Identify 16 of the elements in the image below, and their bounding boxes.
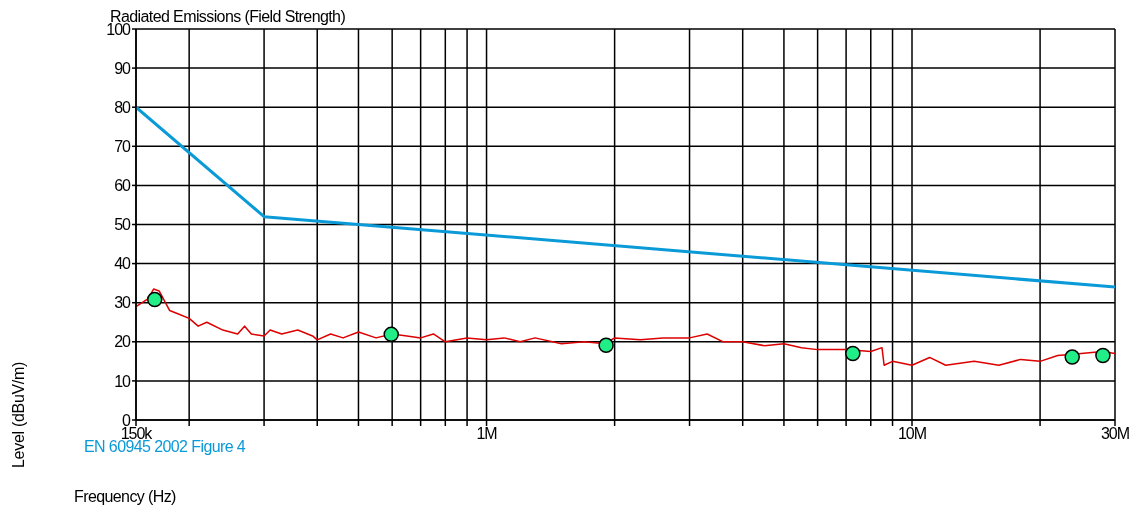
- y-tick-label: 50: [114, 216, 132, 234]
- y-axis-title: Level (dBuV/m): [10, 360, 28, 468]
- chart-title: Radiated Emissions (Field Strength): [110, 8, 346, 25]
- x-tick-label: 1M: [476, 425, 498, 443]
- y-tick-label: 80: [114, 98, 132, 116]
- x-tick-label: 10M: [897, 425, 927, 443]
- y-tick-label: 20: [114, 333, 132, 351]
- y-tick-label: 30: [114, 294, 132, 312]
- text: EN 60945 2002 Figure 4: [84, 438, 246, 455]
- y-tick-label: 60: [114, 177, 132, 195]
- y-tick-label: 70: [114, 137, 132, 155]
- x-tick-label: 30M: [1100, 425, 1130, 443]
- x-axis-title: Frequency (Hz): [74, 488, 176, 506]
- y-tick-label: 10: [114, 372, 132, 390]
- y-tick-label: 40: [114, 255, 132, 273]
- y-tick-label: 90: [114, 59, 132, 77]
